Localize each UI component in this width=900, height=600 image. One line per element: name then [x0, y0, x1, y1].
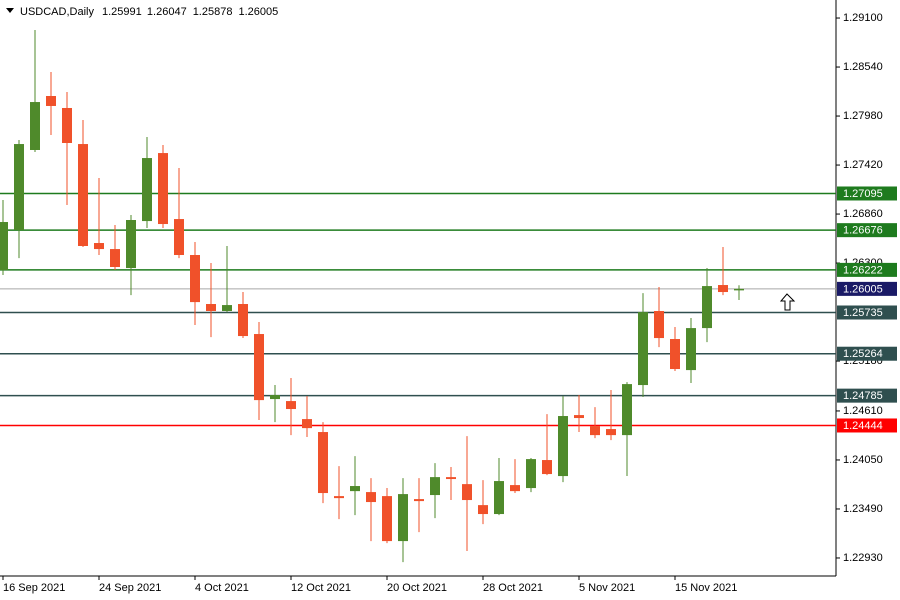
x-tick-label: 12 Oct 2021	[291, 582, 351, 594]
candle-body	[110, 249, 120, 267]
candle-body	[206, 304, 216, 312]
candle-body	[14, 144, 24, 231]
y-tick-label: 1.22930	[843, 552, 883, 564]
level-label: 1.25735	[843, 307, 883, 319]
y-tick-label: 1.27980	[843, 110, 883, 122]
chart-header: USDCAD,Daily 1.25991 1.26047 1.25878 1.26005	[20, 6, 278, 18]
level-label: 1.26222	[843, 264, 883, 276]
level-label: 1.26676	[843, 225, 883, 237]
header-open: 1.25991	[102, 6, 142, 18]
candle-body	[0, 222, 8, 271]
candle-body	[734, 288, 744, 291]
candle-body	[430, 477, 440, 496]
candle-body	[254, 334, 264, 401]
candle-body	[350, 486, 360, 492]
candle-body	[558, 416, 568, 477]
candle-body	[366, 492, 376, 503]
header-close: 1.26005	[238, 6, 278, 18]
candle-body	[542, 460, 552, 475]
candle-body	[718, 285, 728, 293]
level-label-box	[837, 223, 897, 238]
candle-body	[30, 102, 40, 150]
x-tick-label: 24 Sep 2021	[99, 582, 161, 594]
level-label: 1.24785	[843, 390, 883, 402]
candle-body	[126, 220, 136, 269]
candle-body	[398, 494, 408, 542]
candle-body	[46, 96, 56, 106]
level-label-box	[837, 281, 897, 296]
candle-body	[622, 384, 632, 436]
level-label: 1.25264	[843, 348, 883, 360]
candle-body	[590, 426, 600, 436]
candle-body	[270, 395, 280, 400]
candle-body	[62, 107, 72, 143]
candle-body	[302, 419, 312, 429]
candle-body	[446, 477, 456, 480]
y-tick-label: 1.27420	[843, 159, 883, 171]
candle-body	[670, 339, 680, 370]
y-tick-label: 1.24050	[843, 454, 883, 466]
candle-body	[510, 485, 520, 492]
y-tick-label: 1.26860	[843, 208, 883, 220]
x-tick-label: 20 Oct 2021	[387, 582, 447, 594]
header-low: 1.25878	[193, 6, 233, 18]
level-label-box	[837, 186, 897, 201]
level-label-box	[837, 305, 897, 320]
candle-body	[190, 255, 200, 303]
candle-body	[414, 499, 424, 502]
candle-body	[574, 415, 584, 419]
candle-body	[606, 429, 616, 436]
level-label-box	[837, 346, 897, 361]
y-tick-label: 1.24610	[843, 405, 883, 417]
candle-body	[382, 496, 392, 542]
candle-body	[94, 243, 104, 250]
menu-triangle[interactable]	[6, 8, 14, 13]
y-tick-label: 1.23490	[843, 503, 883, 515]
header-high: 1.26047	[147, 6, 187, 18]
candle-body	[478, 505, 488, 515]
x-tick-label: 16 Sep 2021	[3, 582, 65, 594]
symbol: USDCAD,Daily	[20, 6, 94, 18]
x-tick-label: 15 Nov 2021	[675, 582, 737, 594]
candle-body	[142, 158, 152, 222]
candle-body	[318, 432, 328, 494]
candle-body	[494, 481, 504, 515]
candle-body	[702, 286, 712, 329]
candle-body	[158, 153, 168, 225]
candle-body	[238, 304, 248, 337]
candle-body	[638, 312, 648, 386]
y-tick-label: 1.28540	[843, 61, 883, 73]
candle-body	[526, 459, 536, 489]
level-label-box	[837, 418, 897, 433]
candle-body	[334, 496, 344, 499]
level-label: 1.26005	[843, 283, 883, 295]
y-tick-label: 1.29100	[843, 12, 883, 24]
level-label-box	[837, 388, 897, 403]
candle-body	[286, 401, 296, 410]
candle-body	[78, 144, 88, 246]
candle-body	[174, 219, 184, 256]
level-label: 1.27095	[843, 188, 883, 200]
x-tick-label: 4 Oct 2021	[195, 582, 249, 594]
candle-body	[462, 484, 472, 501]
candle-body	[686, 328, 696, 371]
candle-body	[222, 305, 232, 312]
level-label-box	[837, 262, 897, 277]
candle-body	[654, 311, 664, 339]
x-tick-label: 5 Nov 2021	[579, 582, 635, 594]
up-arrow-icon	[779, 293, 796, 311]
level-label: 1.24444	[843, 420, 883, 432]
x-tick-label: 28 Oct 2021	[483, 582, 543, 594]
